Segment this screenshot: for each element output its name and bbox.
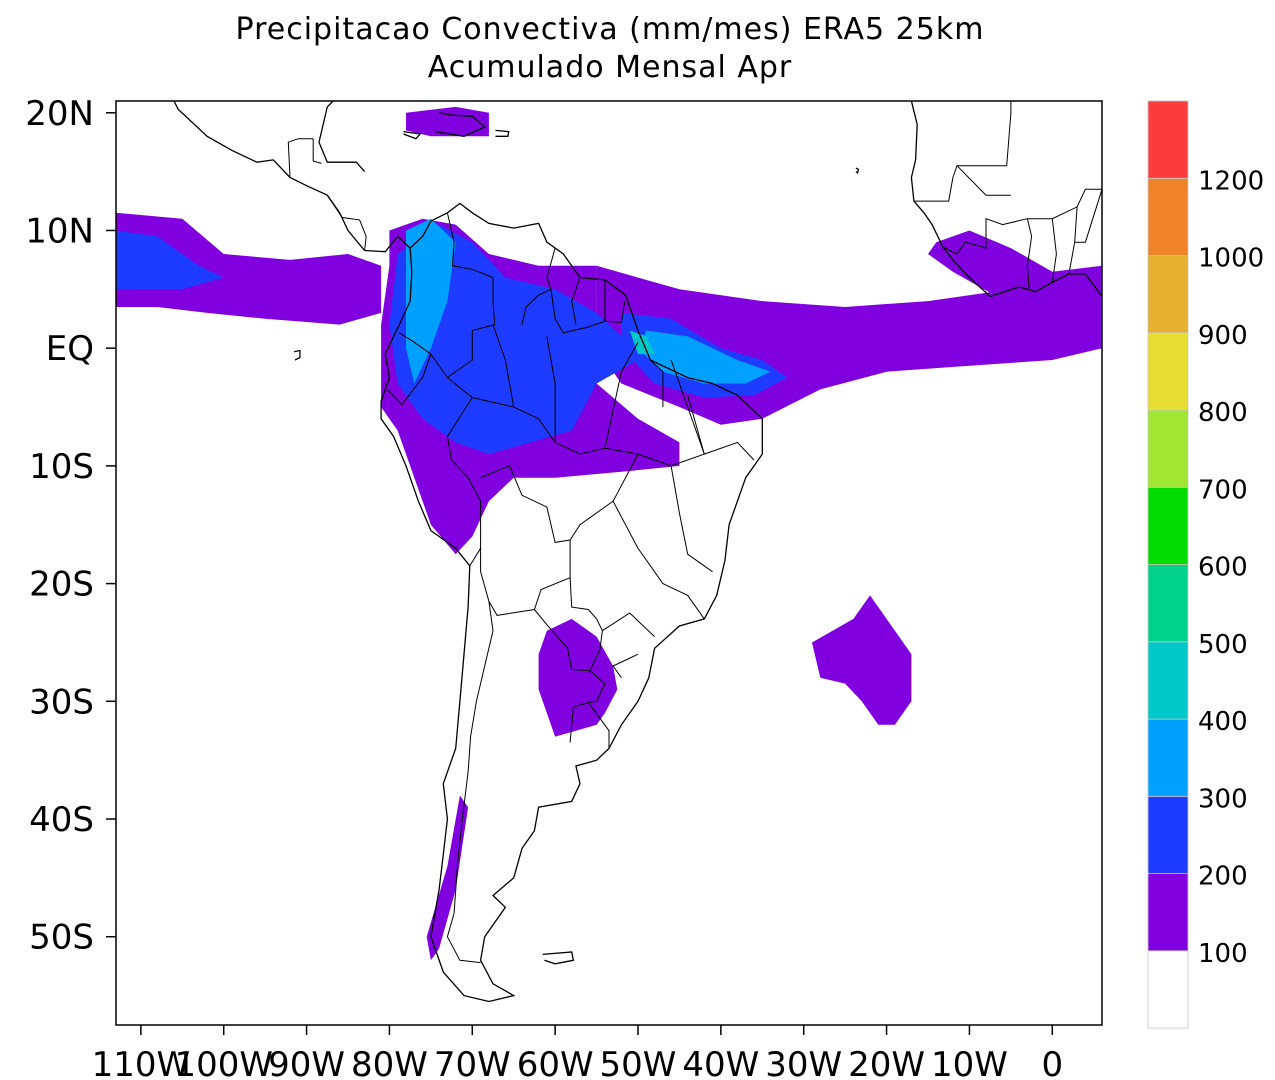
precip-region-pacific-core xyxy=(116,230,224,290)
country-border xyxy=(386,353,432,406)
country-border xyxy=(687,395,705,455)
colorbar-swatch xyxy=(1147,795,1189,874)
country-border xyxy=(1074,189,1102,243)
country-border xyxy=(942,188,1102,255)
lon-tick-label: 90W xyxy=(268,1045,345,1080)
precip-region-chile-coast xyxy=(426,795,469,961)
coastline-galapagos xyxy=(293,349,301,361)
colorbar-label: 700 xyxy=(1198,475,1248,505)
lat-tick-label: 10S xyxy=(29,447,94,487)
colorbar-label: 1200 xyxy=(1198,166,1264,196)
country-border xyxy=(670,465,713,573)
precip-region-amapa-peak xyxy=(629,330,655,355)
coastline-central-america xyxy=(173,101,411,253)
country-border xyxy=(704,441,755,461)
precip-region-itcz-pacific xyxy=(116,212,382,325)
lat-tick-label: 30S xyxy=(29,682,94,722)
coastline-falklands xyxy=(542,951,575,965)
precip-region-equator-core xyxy=(389,224,638,455)
lon-tick-label: 20W xyxy=(848,1045,925,1080)
country-border xyxy=(521,288,552,325)
country-border xyxy=(602,612,655,637)
country-border xyxy=(569,359,705,541)
country-border xyxy=(1026,218,1033,290)
plot-area xyxy=(116,101,1102,1025)
coastline-africa xyxy=(910,101,1102,298)
coastline-yucatan xyxy=(318,101,366,173)
coastline-cape-verde xyxy=(855,167,860,174)
colorbar-swatch xyxy=(1147,950,1189,1029)
lon-tick-label: 50W xyxy=(600,1045,677,1080)
colorbar-swatch xyxy=(1147,718,1189,797)
colorbar-label: 400 xyxy=(1198,707,1248,737)
country-border xyxy=(546,336,556,443)
coastline-layer xyxy=(173,101,1102,1003)
colorbar-label: 200 xyxy=(1198,862,1248,892)
country-border xyxy=(534,577,603,672)
colorbar-label: 500 xyxy=(1198,630,1248,660)
colorbar-swatch xyxy=(1147,873,1189,952)
colorbar-swatch xyxy=(1147,332,1189,411)
colorbar-label: 900 xyxy=(1198,321,1248,351)
colorbar-swatch xyxy=(1147,486,1189,565)
lon-tick-label: 60W xyxy=(517,1045,594,1080)
lat-tick-label: 20N xyxy=(25,94,94,134)
lat-tick-label: 20S xyxy=(29,565,94,605)
country-border xyxy=(446,601,494,964)
lon-tick-label: 100W xyxy=(174,1045,273,1080)
country-border xyxy=(571,277,581,325)
colorbar-label: 600 xyxy=(1198,553,1248,583)
coastline-cuba-hispaniola xyxy=(434,112,486,137)
lat-tick-label: 50S xyxy=(29,918,94,958)
country-border xyxy=(312,138,322,164)
lon-tick-label: 40W xyxy=(682,1045,759,1080)
lat-tick-label: 10N xyxy=(25,211,94,251)
country-border xyxy=(612,653,639,679)
colorbar-swatch xyxy=(1147,177,1189,257)
country-border xyxy=(287,138,314,178)
country-border xyxy=(326,194,367,251)
lat-tick-label: EQ xyxy=(46,329,94,369)
country-border xyxy=(604,342,639,449)
colorbar-swatch xyxy=(1147,409,1189,488)
coastline-puerto-rico xyxy=(495,129,510,137)
colorbar-swatch xyxy=(1147,564,1189,643)
country-border xyxy=(492,324,515,408)
lon-tick-label: 110W xyxy=(92,1045,191,1080)
precip-region-caribbean xyxy=(406,106,489,137)
colorbar-label: 100 xyxy=(1198,939,1248,969)
country-border xyxy=(650,359,664,407)
map-title: Precipitacao Convectiva (mm/mes) ERA5 25… xyxy=(235,12,985,47)
colorbar: 100 200 300 400 500 600 700 800 900 1000 1200 xyxy=(1147,100,1264,1029)
plot-frame xyxy=(115,100,1103,1026)
lon-tick-label: 80W xyxy=(351,1045,428,1080)
lat-tick-label: 40S xyxy=(29,800,94,840)
country-border xyxy=(546,247,626,334)
precip-region-andes-peak xyxy=(406,218,456,384)
lon-tick-label: 30W xyxy=(765,1045,842,1080)
lon-tick-label: 70W xyxy=(434,1045,511,1080)
country-border xyxy=(612,500,705,620)
country-border xyxy=(911,101,946,102)
colorbar-swatch xyxy=(1147,255,1189,334)
latitude-axis: 20N 10N EQ 10S 20S 30S 40S 50S xyxy=(25,94,116,958)
map-subtitle: Acumulado Mensal Apr xyxy=(427,50,793,85)
country-border xyxy=(956,165,1011,196)
colorbar-swatch xyxy=(1147,641,1189,720)
country-border xyxy=(588,670,606,703)
colorbar-label: 1000 xyxy=(1198,244,1264,274)
colorbar-label: 800 xyxy=(1198,398,1248,428)
colorbar-label: 300 xyxy=(1198,784,1248,814)
precip-region-la-plata xyxy=(538,618,618,737)
precip-region-south-atlantic xyxy=(812,595,912,725)
country-border xyxy=(446,377,482,567)
lon-tick-label: 0 xyxy=(1041,1045,1063,1080)
colorbar-swatch xyxy=(1147,100,1189,179)
lon-tick-label: 10W xyxy=(931,1045,1008,1080)
country-border xyxy=(1051,218,1057,283)
coastline-jamaica xyxy=(403,130,422,140)
